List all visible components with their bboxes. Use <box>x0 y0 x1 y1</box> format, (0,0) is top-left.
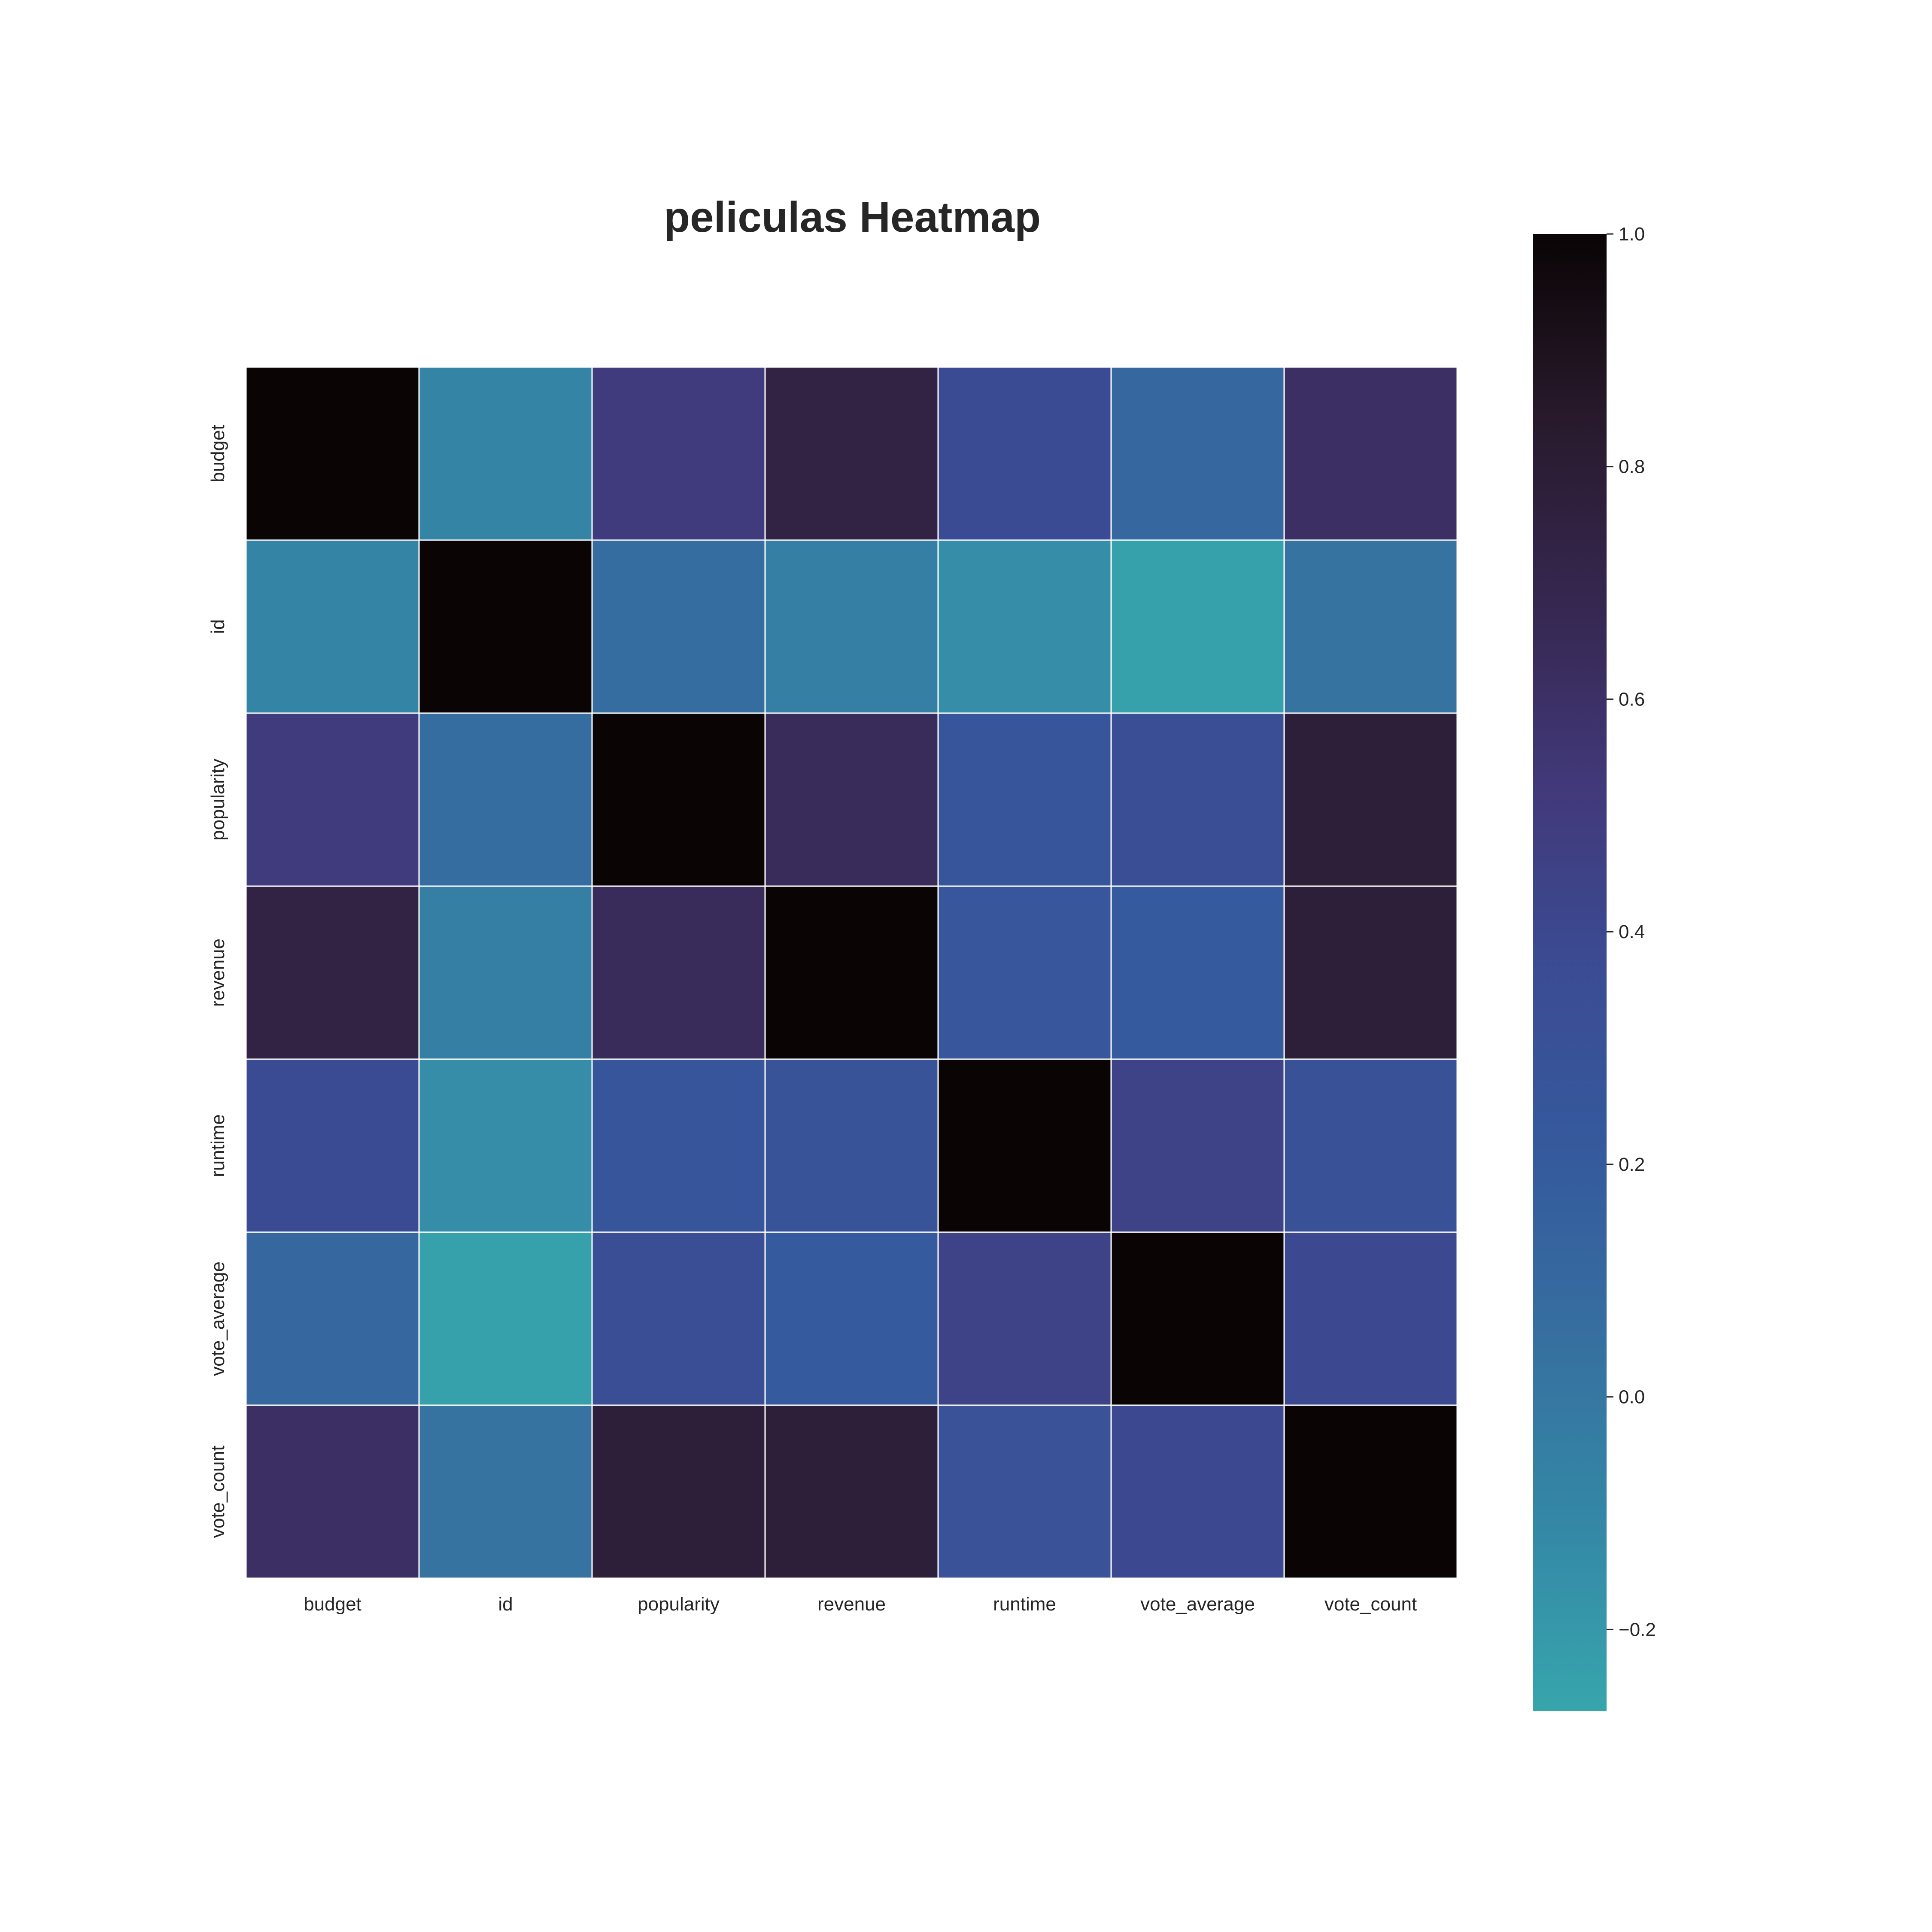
heatmap-cell-vote_average-runtime <box>937 1231 1112 1406</box>
y-tick-label: vote_count <box>207 1446 228 1538</box>
x-tick-label: vote_average <box>1140 1594 1255 1615</box>
heatmap-cell-vote_average-popularity <box>591 1231 766 1406</box>
x-tick-label: revenue <box>817 1594 886 1615</box>
x-tick-label: id <box>498 1594 513 1615</box>
heatmap-cell-vote_count-vote_count <box>1283 1404 1458 1579</box>
x-tick-label: budget <box>304 1594 361 1615</box>
heatmap-cell-id-vote_average <box>1110 539 1285 714</box>
heatmap-cell-vote_average-id <box>418 1231 593 1406</box>
heatmap-cell-revenue-budget <box>245 885 420 1060</box>
heatmap-cell-vote_count-vote_average <box>1110 1404 1285 1579</box>
heatmap-cell-popularity-popularity <box>591 712 766 887</box>
colorbar-tick-label: 0.2 <box>1619 1154 1645 1175</box>
heatmap-cell-runtime-revenue <box>764 1058 939 1233</box>
y-tick-label: vote_average <box>207 1261 228 1376</box>
heatmap-cell-runtime-vote_average <box>1110 1058 1285 1233</box>
heatmap-cell-id-id <box>418 539 593 714</box>
heatmap-cell-budget-runtime <box>937 366 1112 541</box>
colorbar-tick-label: 0.8 <box>1619 456 1645 477</box>
y-tick-label: runtime <box>207 1114 228 1177</box>
heatmap-cell-vote_count-runtime <box>937 1404 1112 1579</box>
colorbar-tick-label: 0.6 <box>1619 689 1645 710</box>
colorbar-tick-label: 0.0 <box>1619 1387 1645 1408</box>
heatmap-cells <box>245 366 1458 1579</box>
heatmap-cell-runtime-id <box>418 1058 593 1233</box>
heatmap-cell-revenue-revenue <box>764 885 939 1060</box>
colorbar-tick-label: 1.0 <box>1619 224 1645 245</box>
heatmap-cell-popularity-id <box>418 712 593 887</box>
heatmap-cell-runtime-popularity <box>591 1058 766 1233</box>
y-tick-label: revenue <box>207 939 228 1007</box>
heatmap-cell-popularity-vote_count <box>1283 712 1458 887</box>
heatmap-cell-runtime-budget <box>245 1058 420 1233</box>
heatmap-cell-id-popularity <box>591 539 766 714</box>
x-tick-label: popularity <box>638 1594 720 1615</box>
y-tick-label: popularity <box>207 759 228 841</box>
x-tick-label: runtime <box>993 1594 1056 1615</box>
heatmap-cell-popularity-vote_average <box>1110 712 1285 887</box>
heatmap-cell-id-budget <box>245 539 420 714</box>
y-axis-tick-labels: budget id popularity revenue runtime vote_ave… <box>207 425 228 1538</box>
heatmap-cell-revenue-runtime <box>937 885 1112 1060</box>
colorbar: −0.2 0.0 0.2 0.4 0.6 0.8 1.0 <box>1533 224 1656 1711</box>
heatmap-cell-vote_average-vote_count <box>1283 1231 1458 1406</box>
y-tick-label: id <box>207 619 228 634</box>
y-tick-label: budget <box>207 425 228 483</box>
heatmap-cell-budget-vote_average <box>1110 366 1285 541</box>
heatmap-cell-budget-vote_count <box>1283 366 1458 541</box>
chart-title: peliculas Heatmap <box>664 193 1041 241</box>
heatmap-cell-runtime-vote_count <box>1283 1058 1458 1233</box>
heatmap-cell-popularity-runtime <box>937 712 1112 887</box>
x-tick-label: vote_count <box>1324 1594 1417 1615</box>
heatmap-cell-id-runtime <box>937 539 1112 714</box>
heatmap-cell-vote_average-vote_average <box>1110 1231 1285 1406</box>
heatmap-cell-vote_count-popularity <box>591 1404 766 1579</box>
heatmap-cell-budget-revenue <box>764 366 939 541</box>
heatmap-cell-popularity-budget <box>245 712 420 887</box>
heatmap-cell-vote_count-revenue <box>764 1404 939 1579</box>
heatmap-cell-popularity-revenue <box>764 712 939 887</box>
heatmap-cell-budget-popularity <box>591 366 766 541</box>
heatmap-cell-id-vote_count <box>1283 539 1458 714</box>
heatmap-cell-revenue-vote_average <box>1110 885 1285 1060</box>
heatmap-cell-vote_average-revenue <box>764 1231 939 1406</box>
heatmap-cell-id-revenue <box>764 539 939 714</box>
heatmap-cell-vote_average-budget <box>245 1231 420 1406</box>
heatmap-cell-budget-budget <box>245 366 420 541</box>
heatmap-cell-revenue-id <box>418 885 593 1060</box>
heatmap-cell-revenue-popularity <box>591 885 766 1060</box>
colorbar-gradient <box>1533 234 1607 1711</box>
heatmap-cell-vote_count-id <box>418 1404 593 1579</box>
heatmap-cell-budget-id <box>418 366 593 541</box>
heatmap-cell-runtime-runtime <box>937 1058 1112 1233</box>
heatmap-cell-revenue-vote_count <box>1283 885 1458 1060</box>
colorbar-tick-label: −0.2 <box>1619 1619 1656 1640</box>
x-axis-tick-labels: budget id popularity revenue runtime vote_ave… <box>304 1594 1417 1615</box>
colorbar-tick-label: 0.4 <box>1619 921 1645 942</box>
heatmap-cell-vote_count-budget <box>245 1404 420 1579</box>
